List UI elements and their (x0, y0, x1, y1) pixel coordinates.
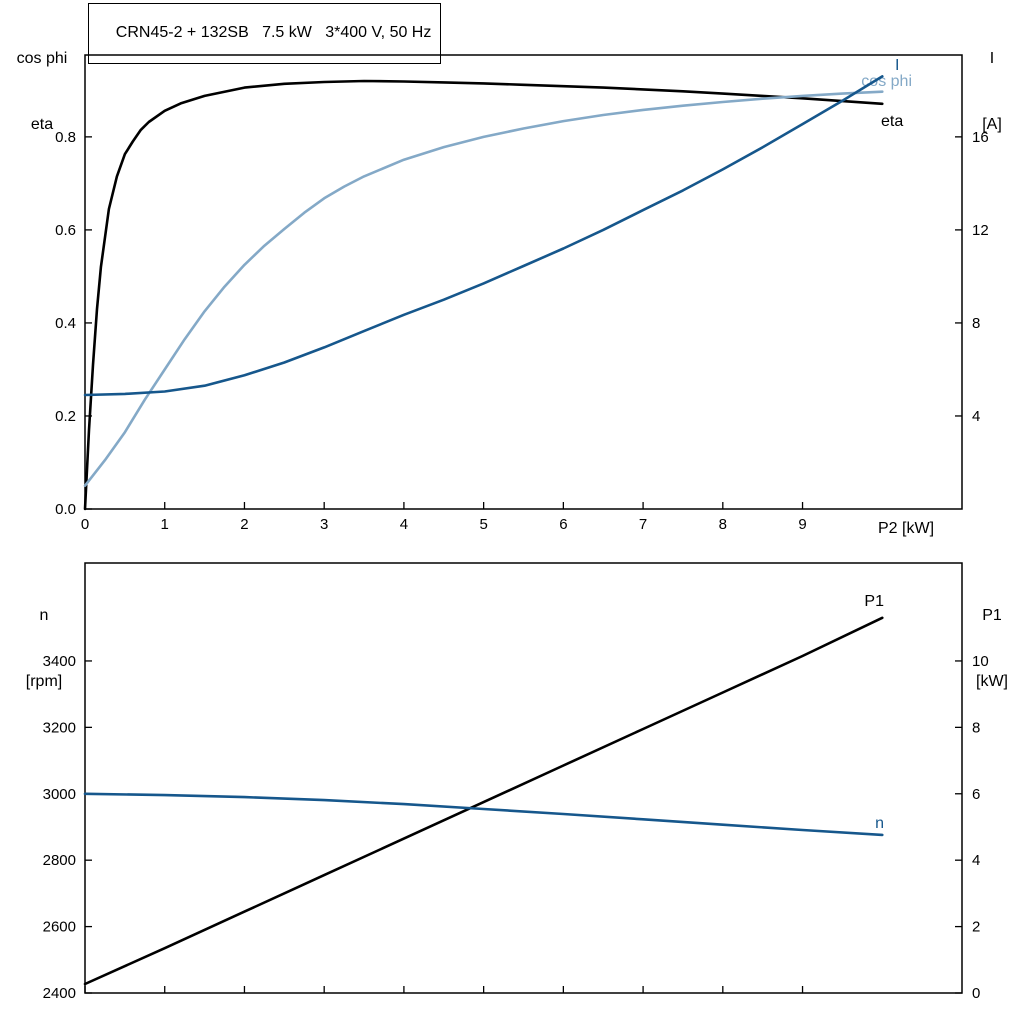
axis-title-line: [rpm] (25, 673, 63, 690)
svg-text:2600: 2600 (43, 919, 76, 936)
svg-text:2: 2 (240, 516, 248, 533)
svg-text:6: 6 (972, 786, 980, 803)
svg-text:4: 4 (972, 852, 980, 869)
svg-text:3: 3 (320, 516, 328, 533)
bottom-chart-right-axis-title: P1 [kW] (964, 561, 1020, 737)
svg-text:7: 7 (639, 516, 647, 533)
svg-text:0.2: 0.2 (55, 408, 76, 425)
svg-text:2: 2 (972, 919, 980, 936)
axis-title-line: n (39, 607, 49, 624)
axis-title-line: eta (30, 116, 54, 133)
svg-text:cos phi: cos phi (861, 73, 912, 90)
axis-title-line: I (989, 50, 995, 67)
svg-text:2400: 2400 (43, 985, 76, 1002)
svg-text:6: 6 (559, 516, 567, 533)
svg-text:0.4: 0.4 (55, 315, 76, 332)
svg-text:4: 4 (400, 516, 408, 533)
svg-text:3200: 3200 (43, 719, 76, 736)
chart-title: CRN45-2 + 132SB 7.5 kW 3*400 V, 50 Hz (115, 24, 432, 41)
svg-text:9: 9 (798, 516, 806, 533)
top-chart-right-axis-title: I [A] (964, 4, 1020, 180)
chart-title-box: CRN45-2 + 132SB 7.5 kW 3*400 V, 50 Hz (88, 3, 442, 64)
svg-text:0.6: 0.6 (55, 222, 76, 239)
svg-text:16: 16 (972, 129, 989, 146)
svg-text:0.0: 0.0 (55, 501, 76, 518)
svg-text:eta: eta (881, 113, 903, 130)
svg-text:4: 4 (972, 408, 980, 425)
svg-text:0: 0 (81, 516, 89, 533)
top-chart-left-axis-title: cos phi eta (6, 4, 78, 180)
svg-text:0.8: 0.8 (55, 129, 76, 146)
axis-title-line: [A] (982, 116, 1002, 133)
x-axis-label-p2: P2 [kW] (878, 520, 935, 537)
svg-text:10: 10 (972, 653, 989, 670)
svg-text:5: 5 (479, 516, 487, 533)
svg-text:P1: P1 (864, 593, 884, 610)
svg-text:1: 1 (161, 516, 169, 533)
svg-text:8: 8 (972, 315, 980, 332)
axis-title-line: cos phi (16, 50, 68, 67)
bottom-chart-left-axis-title: n [rpm] (8, 561, 80, 737)
svg-text:8: 8 (972, 719, 980, 736)
svg-text:3400: 3400 (43, 653, 76, 670)
svg-text:n: n (875, 815, 884, 832)
svg-text:2800: 2800 (43, 852, 76, 869)
svg-text:12: 12 (972, 222, 989, 239)
axis-title-line: P1 (982, 607, 1002, 624)
svg-text:8: 8 (719, 516, 727, 533)
svg-text:3000: 3000 (43, 786, 76, 803)
svg-text:0: 0 (972, 985, 980, 1002)
axis-title-line: [kW] (976, 673, 1008, 690)
svg-text:I: I (895, 57, 899, 74)
